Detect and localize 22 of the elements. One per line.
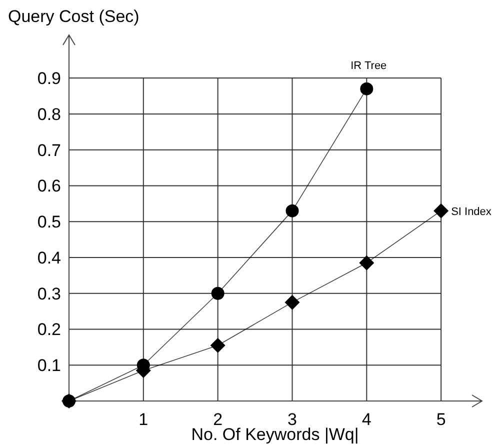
series-label: SI Index [451,206,492,218]
point [286,204,299,218]
y-tick-label: 0.8 [37,104,61,124]
y-tick-label: 0.2 [37,320,61,340]
point [360,82,374,96]
y-axis-title: Query Cost (Sec) [8,7,140,26]
x-tick-label: 5 [436,410,446,429]
x-tick-label: 4 [362,410,372,429]
series-label: IR Tree [350,60,387,72]
y-tick-label: 0.7 [37,140,61,160]
x-tick-label: 1 [138,410,148,429]
point [284,294,300,310]
point [210,338,226,353]
point [359,255,374,270]
y-tick-label: 0.3 [37,284,61,304]
y-tick-label: 0.5 [37,212,61,232]
y-tick-label: 0.1 [37,356,61,376]
point [434,203,449,218]
y-tick-label: 0.4 [37,248,61,268]
point [211,286,224,300]
y-tick-label: 0.6 [37,176,61,196]
y-tick-label: 0.9 [37,69,61,88]
